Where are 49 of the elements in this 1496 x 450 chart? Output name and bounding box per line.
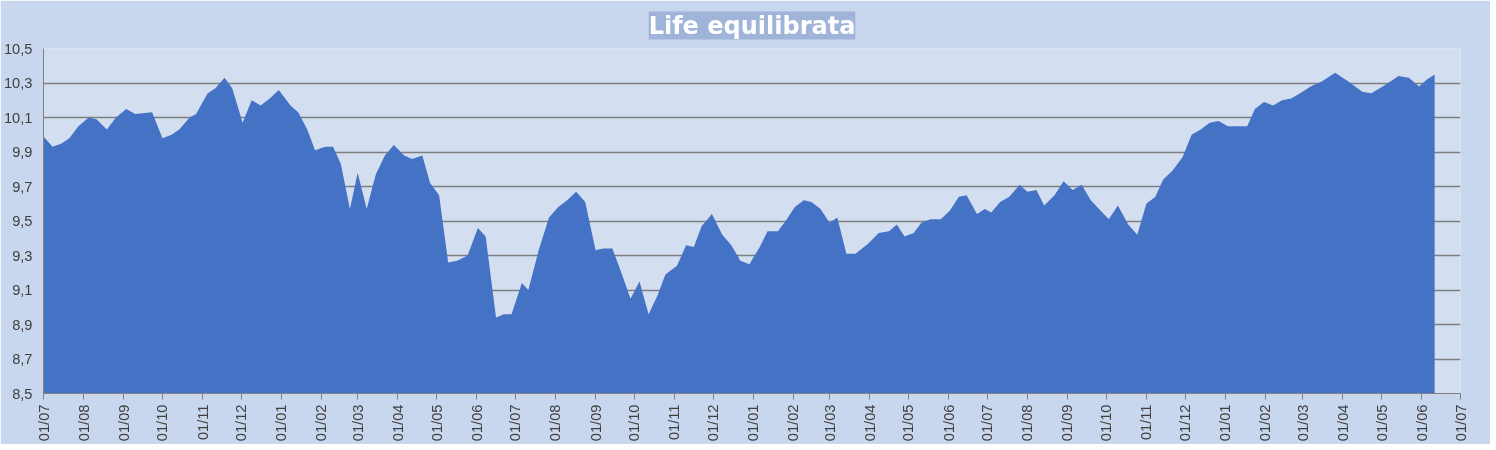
x-tick-label: 01/10 bbox=[1098, 404, 1115, 442]
x-tick-label: 01/09 bbox=[587, 404, 604, 442]
x-tick-label: 01/02 bbox=[313, 404, 330, 442]
x-tick-label: 01/02 bbox=[1257, 404, 1274, 442]
y-tick-label: 8,7 bbox=[12, 351, 33, 367]
x-tick-label: 01/07 bbox=[507, 404, 524, 442]
x-tick-label: 01/04 bbox=[1334, 404, 1351, 442]
x-tick-label: 01/03 bbox=[349, 404, 366, 442]
y-tick-label: 10,5 bbox=[3, 40, 33, 57]
y-tick-label: 10,3 bbox=[3, 75, 33, 91]
y-tick-label: 9,7 bbox=[12, 178, 33, 195]
chart-title: Life equilibrata bbox=[648, 11, 856, 40]
x-tick-label: 01/04 bbox=[861, 404, 878, 442]
x-tick-label: 01/09 bbox=[115, 404, 132, 442]
x-tick-label: 01/12 bbox=[233, 404, 250, 442]
x-tick-label: 01/06 bbox=[940, 404, 957, 442]
x-tick-label: 01/01 bbox=[1217, 404, 1234, 442]
x-tick-label: 01/10 bbox=[154, 404, 171, 442]
x-tick-label: 01/05 bbox=[900, 404, 917, 442]
x-tick-label: 01/07 bbox=[35, 404, 52, 442]
x-tick-label: 01/12 bbox=[705, 404, 722, 442]
y-tick-label: 8,5 bbox=[12, 385, 33, 402]
x-tick-label: 01/05 bbox=[428, 404, 445, 442]
x-tick-label: 01/03 bbox=[1294, 404, 1311, 442]
y-tick-label: 9,3 bbox=[12, 247, 33, 264]
x-tick-label: 01/02 bbox=[785, 404, 802, 442]
x-tick-label: 01/07 bbox=[1452, 404, 1469, 442]
x-tick-label: 01/04 bbox=[389, 404, 406, 442]
x-tick-label: 01/07 bbox=[979, 404, 996, 442]
x-tick-label: 01/03 bbox=[821, 404, 838, 442]
x-tick-label: 01/10 bbox=[626, 404, 643, 442]
x-tick-label: 01/11 bbox=[666, 404, 683, 441]
x-tick-label: 01/08 bbox=[547, 404, 564, 442]
x-tick-label: 01/01 bbox=[745, 404, 762, 442]
x-tick-label: 01/08 bbox=[1019, 404, 1036, 442]
y-tick-label: 9,9 bbox=[12, 144, 33, 160]
y-tick-label: 10,1 bbox=[3, 109, 33, 126]
y-tick-label: 9,1 bbox=[12, 282, 33, 298]
x-tick-label: 01/11 bbox=[194, 404, 211, 441]
x-tick-label: 01/09 bbox=[1059, 404, 1076, 442]
x-tick-label: 01/12 bbox=[1177, 404, 1194, 442]
x-tick-label: 01/05 bbox=[1373, 404, 1390, 442]
x-tick-label: 01/06 bbox=[1413, 404, 1430, 442]
x-tick-label: 01/08 bbox=[75, 404, 92, 442]
x-tick-label: 01/06 bbox=[468, 404, 485, 442]
x-tick-label: 01/11 bbox=[1138, 404, 1155, 441]
y-tick-label: 9,5 bbox=[12, 213, 33, 229]
x-tick-label: 01/01 bbox=[273, 404, 290, 442]
y-tick-label: 8,9 bbox=[12, 316, 33, 333]
